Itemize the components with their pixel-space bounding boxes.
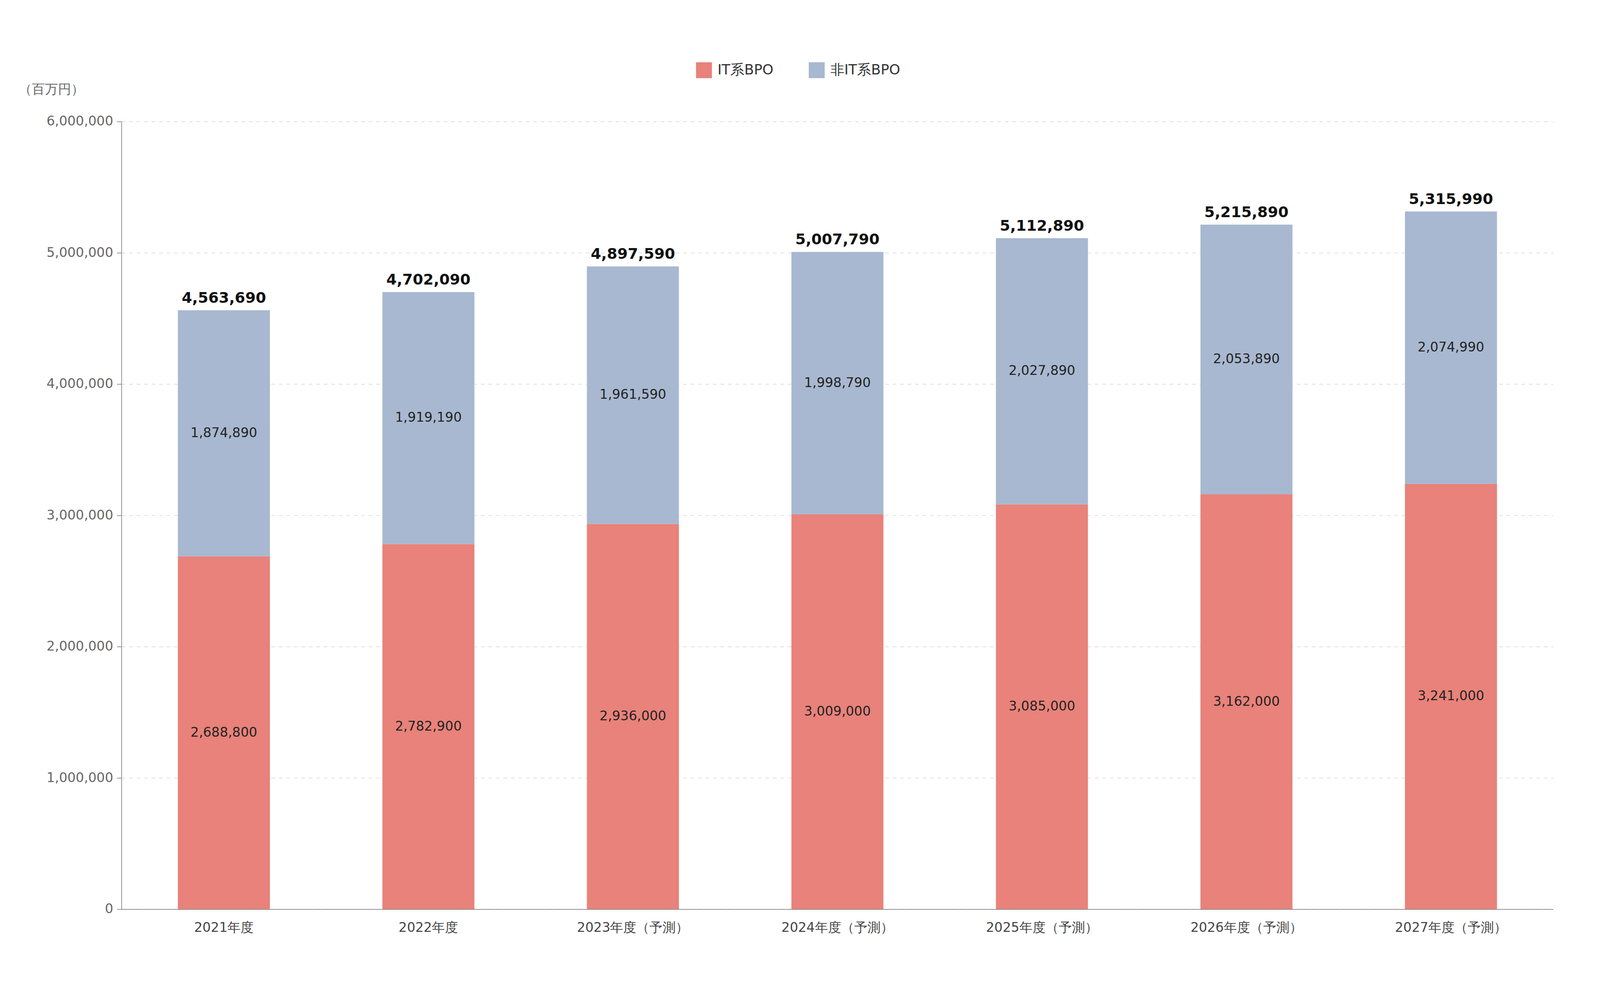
- x-axis-line: [121, 908, 1554, 910]
- data-label: 2,053,890: [1213, 350, 1280, 367]
- data-label: 1,998,790: [804, 374, 872, 391]
- chart: 0 1,000,000 2,000,000 3,000,000 4,000,000 5,0…: [0, 0, 1600, 1003]
- category-label: 2027年度（予測）: [1395, 919, 1507, 935]
- tick-label: 0: [104, 900, 114, 917]
- data-label: 3,085,000: [1008, 698, 1076, 714]
- tick-mark: [116, 515, 122, 517]
- bar-segment: [587, 266, 680, 524]
- bar-segment: [177, 556, 270, 910]
- bar-segment: [791, 514, 884, 910]
- data-label: 2,782,900: [394, 718, 462, 734]
- bar-segment: [177, 310, 270, 557]
- tick-label: 4,000,000: [46, 375, 114, 392]
- bar-segment: [791, 251, 884, 515]
- total-label: 5,315,990: [1408, 189, 1493, 208]
- grid-line: [121, 121, 1554, 123]
- tick-mark: [116, 252, 122, 254]
- total-label: 4,897,590: [590, 244, 676, 263]
- data-label: 1,919,190: [394, 409, 462, 425]
- bar-segment: [1200, 494, 1293, 910]
- tick-label: 3,000,000: [46, 507, 114, 523]
- total-label: 4,702,090: [386, 270, 471, 289]
- data-label: 3,241,000: [1417, 687, 1485, 704]
- y-axis-label: （百万円）: [18, 81, 85, 97]
- category-label: 2023年度（予測）: [576, 919, 689, 935]
- legend-swatch: [808, 62, 825, 79]
- tick-mark: [116, 908, 122, 910]
- legend-label: IT系BPO: [717, 61, 774, 78]
- tick-mark: [116, 777, 122, 779]
- bar-segment: [587, 523, 680, 910]
- total-label: 5,007,790: [795, 230, 880, 248]
- bar-segment: [1404, 211, 1498, 484]
- data-label: 2,074,990: [1417, 339, 1485, 355]
- bar-segment: [382, 291, 475, 544]
- tick-label: 5,000,000: [46, 244, 114, 261]
- x-axis: 2021年度 2022年度 2023年度（予測） 2024年度（予測） 2025年度（予…: [194, 919, 1507, 935]
- legend-swatch: [696, 62, 713, 79]
- data-label: 3,009,000: [804, 703, 872, 719]
- data-labels: 2,688,800 2,782,900 2,936,000 3,009,000 3,08…: [181, 189, 1493, 740]
- total-label: 4,563,690: [181, 288, 266, 307]
- tick-label: 2,000,000: [46, 638, 114, 654]
- category-label: 2024年度（予測）: [781, 919, 894, 935]
- bar-segment: [996, 504, 1089, 910]
- tick-mark: [116, 121, 122, 123]
- tick-label: 1,000,000: [46, 769, 114, 786]
- category-label: 2025年度（予測）: [986, 919, 1099, 935]
- grid: [121, 121, 1554, 910]
- total-label: 5,215,890: [1204, 203, 1289, 221]
- tick-mark: [116, 383, 122, 385]
- data-label: 3,162,000: [1213, 693, 1280, 709]
- background: [0, 0, 1600, 1003]
- total-label: 5,112,890: [999, 216, 1084, 235]
- data-label: 1,874,890: [190, 424, 258, 441]
- tick-mark: [116, 646, 122, 648]
- y-axis: 0 1,000,000 2,000,000 3,000,000 4,000,000 5,0…: [46, 113, 122, 917]
- grid-line: [121, 908, 1554, 910]
- data-label: 2,688,800: [190, 724, 258, 740]
- category-label: 2022年度: [398, 919, 459, 935]
- legend-label: 非IT系BPO: [830, 61, 901, 78]
- data-label: 2,936,000: [599, 707, 667, 724]
- category-label: 2021年度: [194, 919, 254, 935]
- y-axis-line: [121, 121, 123, 910]
- bars: [177, 211, 1498, 910]
- legend: IT系BPO 非IT系BPO: [696, 61, 901, 79]
- bar-segment: [1200, 224, 1293, 495]
- bar-segment: [382, 543, 475, 910]
- category-label: 2026年度（予測）: [1190, 919, 1303, 935]
- data-label: 1,961,590: [599, 386, 667, 402]
- bar-segment: [996, 238, 1089, 505]
- tick-label: 6,000,000: [46, 113, 114, 129]
- bar-segment: [1404, 483, 1498, 910]
- data-label: 2,027,890: [1008, 362, 1076, 379]
